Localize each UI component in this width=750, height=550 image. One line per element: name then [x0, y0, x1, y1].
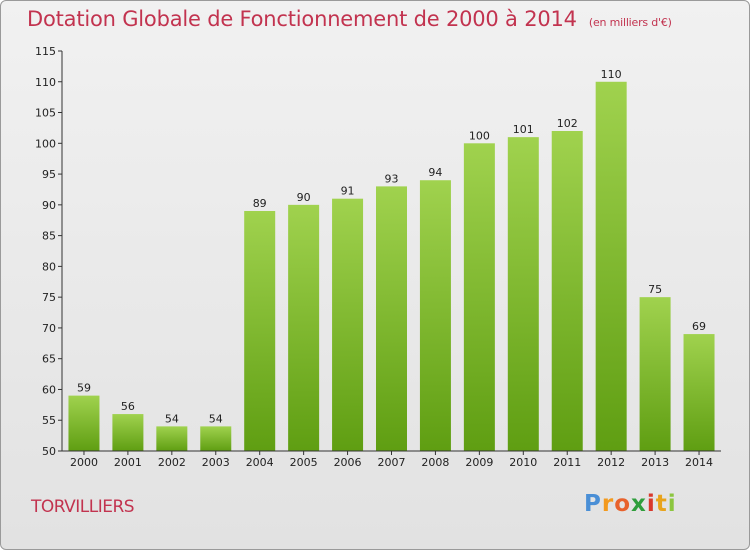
logo-letter: r [601, 491, 615, 517]
logo-letter: i [667, 491, 677, 517]
x-tick-label: 2014 [685, 456, 713, 469]
bar [419, 180, 451, 451]
bar [683, 334, 715, 451]
x-tick-label: 2000 [70, 456, 98, 469]
y-tick-label: 90 [42, 199, 56, 212]
x-tick-label: 2004 [246, 456, 274, 469]
y-tick-label: 55 [42, 414, 56, 427]
data-label: 89 [253, 197, 267, 210]
x-tick-label: 2011 [553, 456, 581, 469]
x-tick-label: 2010 [509, 456, 537, 469]
y-tick-label: 60 [42, 383, 56, 396]
x-tick-label: 2005 [290, 456, 318, 469]
x-tick-label: 2013 [641, 456, 669, 469]
data-label: 56 [121, 400, 135, 413]
y-tick-label: 85 [42, 230, 56, 243]
logo-letter: P [584, 491, 602, 517]
x-tick-label: 2001 [114, 456, 142, 469]
data-label: 54 [165, 412, 179, 425]
logo-letter: t [655, 491, 668, 517]
y-tick-label: 65 [42, 353, 56, 366]
y-axis: 50 55 60 65 70 75 80 85 90 95 100 105 110 115 [35, 45, 62, 458]
y-tick-label: 95 [42, 168, 56, 181]
y-tick-label: 50 [42, 445, 56, 458]
title-text: Dotation Globale de Fonctionnement de 20… [27, 7, 577, 31]
chart-subtitle: (en milliers d'€) [588, 16, 672, 29]
x-tick-label: 2006 [334, 456, 362, 469]
data-label: 101 [513, 123, 534, 136]
bar [244, 211, 276, 451]
bar [551, 131, 583, 451]
y-tick-label: 115 [35, 45, 56, 58]
x-tick-label: 2008 [421, 456, 449, 469]
logo-letter: i [646, 491, 656, 517]
y-tick-label: 105 [35, 107, 56, 120]
data-label: 91 [341, 185, 355, 198]
bars: 59 56 54 54 89 90 91 93 94 100 101 102 110 75 69 [68, 68, 715, 452]
data-label: 93 [385, 172, 399, 185]
y-tick-label: 70 [42, 322, 56, 335]
bar [332, 198, 364, 451]
data-label: 100 [469, 129, 490, 142]
data-label: 110 [601, 68, 622, 81]
y-tick-label: 75 [42, 291, 56, 304]
bar [463, 143, 495, 452]
bar [288, 204, 320, 451]
data-label: 102 [557, 117, 578, 130]
x-tick-label: 2002 [158, 456, 186, 469]
proxiti-logo: Proxiti [584, 491, 677, 517]
y-tick-label: 100 [35, 137, 56, 150]
x-tick-label: 2003 [202, 456, 230, 469]
x-tick-label: 2012 [597, 456, 625, 469]
logo-letter: x [631, 491, 647, 517]
bar [156, 426, 188, 451]
data-label: 94 [428, 166, 442, 179]
y-tick-label: 80 [42, 260, 56, 273]
bar [376, 186, 407, 451]
bar [595, 81, 627, 452]
bar [639, 297, 671, 451]
bar [68, 395, 100, 451]
data-label: 69 [692, 320, 706, 333]
commune-name: TORVILLIERS [31, 497, 135, 517]
y-tick-label: 110 [35, 76, 56, 89]
data-label: 75 [648, 283, 662, 296]
logo-letter: o [614, 491, 632, 517]
data-label: 90 [297, 191, 311, 204]
data-label: 59 [77, 382, 91, 395]
x-tick-label: 2009 [465, 456, 493, 469]
x-axis: 2000 2001 2002 2003 2004 2005 2006 2007 2008 2009… [70, 451, 713, 469]
data-label: 54 [209, 412, 223, 425]
bar [200, 426, 232, 451]
bar [112, 414, 144, 451]
bar [507, 137, 539, 451]
x-tick-label: 2007 [378, 456, 406, 469]
chart-title: Dotation Globale de Fonctionnement de 20… [27, 7, 672, 31]
